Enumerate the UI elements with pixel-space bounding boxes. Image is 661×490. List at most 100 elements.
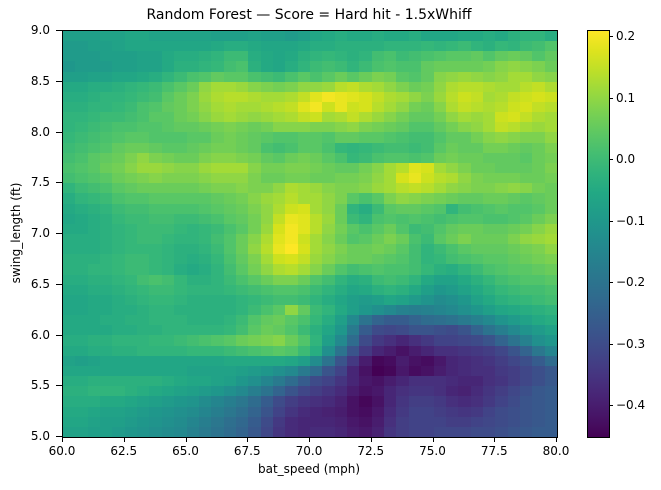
heatmap-cell	[519, 335, 533, 346]
heatmap-cell	[211, 426, 224, 437]
heatmap-cell	[495, 264, 508, 275]
heatmap-cell	[458, 122, 471, 133]
heatmap-cell	[371, 345, 385, 356]
heatmap-cell	[532, 284, 545, 295]
heatmap-cell	[87, 41, 101, 52]
heatmap-cell	[433, 386, 446, 397]
y-tick-label: 7.0	[30, 226, 50, 240]
heatmap-cell	[519, 193, 533, 204]
heatmap-cell	[198, 112, 212, 123]
heatmap-cell	[260, 264, 273, 275]
heatmap-cell	[519, 223, 533, 234]
heatmap-cell	[297, 173, 310, 184]
heatmap-cell	[347, 386, 360, 397]
heatmap-cell	[211, 91, 224, 103]
heatmap-cell	[124, 355, 138, 366]
heatmap-cell	[396, 244, 409, 255]
heatmap-cell	[235, 284, 249, 295]
heatmap-cell	[371, 213, 385, 224]
heatmap-cell	[100, 41, 113, 52]
heatmap-cell	[272, 81, 286, 92]
heatmap-cell	[297, 183, 310, 194]
heatmap-cell	[272, 112, 286, 123]
heatmap-cell	[211, 315, 224, 326]
heatmap-cell	[87, 406, 101, 417]
heatmap-cell	[87, 315, 101, 326]
heatmap-cell	[384, 91, 397, 103]
heatmap-cell	[445, 376, 459, 387]
heatmap-cell	[285, 31, 298, 42]
heatmap-cell	[519, 61, 533, 72]
heatmap-cell	[347, 233, 360, 245]
heatmap-cell	[272, 233, 286, 245]
heatmap-cell	[87, 426, 101, 437]
heatmap-cell	[186, 416, 199, 427]
heatmap-cell	[112, 386, 125, 397]
heatmap-cell	[408, 61, 422, 72]
heatmap-cell	[272, 315, 286, 326]
heatmap-cell	[174, 132, 187, 143]
heatmap-cell	[186, 132, 199, 143]
heatmap-cell	[408, 81, 422, 92]
heatmap-cell	[495, 51, 508, 62]
heatmap-cell	[421, 254, 434, 265]
heatmap-cell	[433, 254, 446, 265]
heatmap-cell	[532, 31, 545, 42]
heatmap-cell	[458, 173, 471, 184]
heatmap-cell	[186, 284, 199, 295]
heatmap-cell	[396, 396, 409, 407]
heatmap-cell	[161, 284, 175, 295]
heatmap-cell	[322, 223, 335, 234]
heatmap-cell	[285, 142, 298, 153]
heatmap-cell	[334, 294, 348, 306]
heatmap-cell	[63, 223, 76, 234]
heatmap-cell	[174, 193, 187, 204]
heatmap-cell	[495, 213, 508, 224]
x-tick-mark	[556, 437, 557, 442]
heatmap-cell	[458, 102, 471, 113]
heatmap-cell	[260, 193, 273, 204]
heatmap-cell	[260, 396, 273, 407]
heatmap-cell	[285, 244, 298, 255]
heatmap-cell	[396, 416, 409, 427]
heatmap-cell	[63, 152, 76, 163]
heatmap-cell	[470, 355, 483, 366]
heatmap-cell	[235, 51, 249, 62]
heatmap-cell	[75, 223, 88, 234]
heatmap-cell	[482, 365, 496, 377]
heatmap-cell	[408, 91, 422, 103]
heatmap-cell	[211, 365, 224, 377]
heatmap-cell	[359, 132, 372, 143]
heatmap-cell	[322, 335, 335, 346]
heatmap-cell	[458, 132, 471, 143]
heatmap-cell	[322, 51, 335, 62]
heatmap-cell	[310, 274, 323, 285]
heatmap-cell	[124, 335, 138, 346]
heatmap-cell	[272, 162, 286, 174]
heatmap-cell	[124, 173, 138, 184]
heatmap-cell	[532, 294, 545, 306]
heatmap-cell	[223, 41, 236, 52]
heatmap-cell	[470, 305, 483, 316]
heatmap-cell	[149, 152, 162, 163]
heatmap-cell	[137, 183, 150, 194]
heatmap-cell	[223, 173, 236, 184]
heatmap-cell	[470, 284, 483, 295]
heatmap-cell	[396, 61, 409, 72]
heatmap-cell	[198, 91, 212, 103]
heatmap-cell	[310, 81, 323, 92]
heatmap-cell	[482, 426, 496, 437]
heatmap-cell	[482, 61, 496, 72]
heatmap-cell	[421, 406, 434, 417]
heatmap-cell	[445, 71, 459, 82]
heatmap-cell	[408, 173, 422, 184]
heatmap-cell	[322, 91, 335, 103]
heatmap-cell	[347, 426, 360, 437]
heatmap-cell	[100, 264, 113, 275]
heatmap-cell	[260, 254, 273, 265]
heatmap-cell	[87, 162, 101, 174]
heatmap-cell	[519, 345, 533, 356]
heatmap-cell	[384, 325, 397, 336]
heatmap-cell	[507, 284, 520, 295]
heatmap-cell	[223, 193, 236, 204]
